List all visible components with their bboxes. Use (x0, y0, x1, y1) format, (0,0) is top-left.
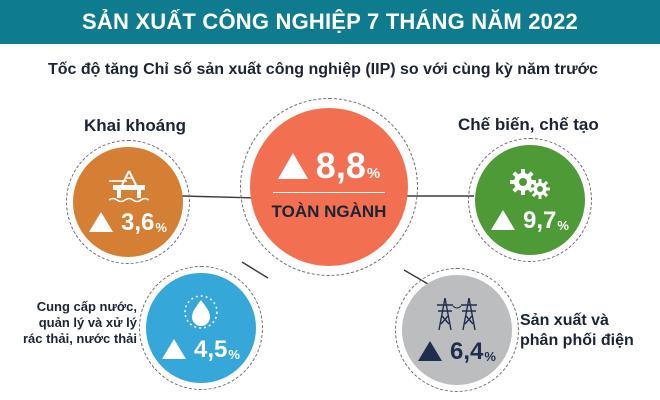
increase-icon (277, 153, 308, 179)
electricity-circle: 6,4 % (402, 275, 512, 385)
manufacturing-circle: 9,7 % (475, 145, 585, 255)
manufacturing-value-row: 9,7 % (491, 209, 569, 233)
mining-value-row: 3,6 % (89, 211, 167, 235)
water-label-line: Cung cấp nước, (36, 299, 137, 314)
electricity-label-line: Sản xuất và (520, 312, 609, 329)
page-title: SẢN XUẤT CÔNG NGHIỆP 7 THÁNG NĂM 2022 (82, 9, 578, 34)
water-circle: 4,5 % (146, 273, 256, 383)
center-circle: 8,8 % TOÀN NGÀNH (250, 108, 408, 266)
increase-icon (89, 212, 114, 232)
center-divider (273, 192, 385, 193)
mining-label: Khai khoáng (84, 116, 187, 135)
center-unit: % (366, 165, 381, 182)
increase-icon (418, 341, 443, 361)
power-tower-icon (437, 297, 477, 331)
water-value-row: 4,5 % (162, 338, 240, 362)
water-unit: % (228, 347, 240, 362)
manufacturing-value: 9,7 (523, 207, 557, 234)
center-value-row: 8,8 % (277, 145, 381, 186)
water-drop-icon (184, 295, 218, 329)
center-value: 8,8 (315, 145, 366, 186)
mining-unit: % (155, 220, 167, 235)
manufacturing-label: Chế biến, chế tạo (458, 115, 599, 134)
center-label: TOÀN NGÀNH (271, 202, 387, 221)
electricity-unit: % (484, 349, 496, 364)
electricity-ring (395, 268, 519, 392)
connector-water (241, 261, 269, 279)
mining-circle: 3,6 % (73, 147, 183, 257)
manufacturing-unit: % (557, 218, 569, 233)
electricity-value: 6,4 (450, 338, 484, 365)
mining-ring (66, 140, 190, 264)
water-label-line: quản lý và xử lý (38, 315, 137, 330)
increase-icon (491, 210, 516, 230)
subtitle: Tốc độ tăng Chỉ số sản xuất công nghiệp … (48, 61, 598, 78)
title-bar: SẢN XUẤT CÔNG NGHIỆP 7 THÁNG NĂM 2022 (0, 0, 660, 44)
center-ring (240, 98, 418, 276)
water-value: 4,5 (194, 336, 228, 363)
electricity-value-row: 6,4 % (418, 340, 496, 364)
oil-rig-icon (108, 170, 149, 203)
water-label-line: rác thải, nước thải (22, 331, 137, 346)
water-ring (139, 266, 263, 390)
gears-icon (510, 169, 550, 199)
water-label: Cung cấp nước, quản lý và xử lý rác thải… (23, 299, 137, 347)
manufacturing-ring (468, 138, 592, 262)
electricity-label-line: phân phối điện (520, 332, 634, 349)
electricity-label: Sản xuất và phân phối điện (520, 311, 634, 351)
mining-value: 3,6 (121, 209, 155, 236)
increase-icon (162, 339, 187, 359)
